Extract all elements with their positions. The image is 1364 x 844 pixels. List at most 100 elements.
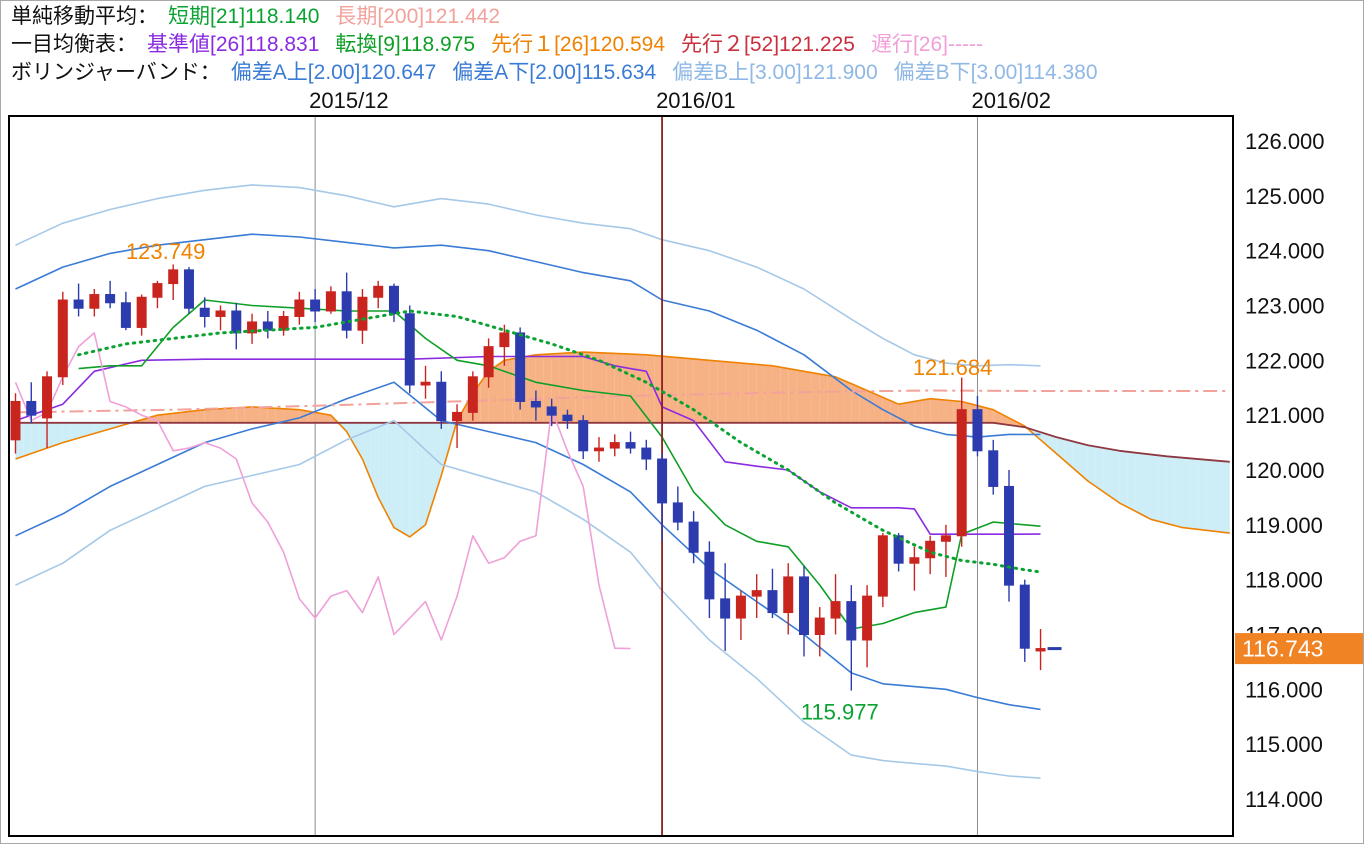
candle-body [373,285,384,298]
y-axis-label: 126.000 [1245,129,1325,154]
sma-short-line [77,309,1042,574]
ichimoku-cloud-segment [717,361,726,423]
candle-body [672,502,683,523]
ichimoku-cloud-segment [1001,413,1010,426]
ichimoku-cloud-segment [646,354,655,423]
y-axis-label: 119.000 [1245,513,1323,538]
candle-body [388,285,399,315]
ichimoku-cloud-segment [70,422,79,441]
candle-body [294,299,305,317]
legend-label-sma: 単純移動平均： [11,5,158,28]
plot-layers: 123.749 121.684 115.977 [10,117,1230,835]
ichimoku-cloud-segment [804,371,812,423]
candle-body [57,299,68,378]
candle-body [956,409,967,537]
ichimoku-cloud-segment [945,400,954,423]
candle-body [877,535,888,597]
candle-body [404,313,415,386]
ichimoku-cloud-segment [441,422,450,476]
ichimoku-cloud-segment [1079,443,1088,481]
price-annotation: 123.749 [126,239,206,264]
candle-body [515,332,526,402]
ichimoku-cloud-segment [488,365,497,423]
candle-body [231,310,242,334]
candle-body [704,551,715,600]
bollinger-devB-lower-line [15,419,1041,779]
chart-plot-area[interactable] [9,116,1233,836]
ichimoku-cloud-segment [882,397,891,423]
candle-body [26,400,37,416]
ichimoku-cloud-segment [985,407,994,423]
candle-body [278,315,289,331]
ichimoku-cloud-segment [551,353,560,423]
indicator-legend: 単純移動平均： 短期[21]118.140 長期[200]121.442 一目均衡表… [11,3,1114,87]
ichimoku-cloud-segment [1182,457,1191,529]
candle-body [988,450,999,487]
legend-item-sma-short: 短期[21]118.140 [168,5,320,28]
ichimoku-cloud-segment [346,422,355,446]
candle-body [10,400,21,441]
candle-body [530,400,541,408]
ichimoku-cloud-segment [275,408,284,423]
ichimoku-cloud-segment [827,375,836,423]
ichimoku-cloud-segment [62,422,71,443]
ichimoku-cloud-segment [244,406,253,423]
ichimoku-cloud-segment [796,369,804,423]
ichimoku-cloud-segment [1087,445,1096,487]
ichimoku-cloud-segment [867,390,875,423]
ichimoku-cloud-segment [1009,417,1017,427]
candle-body [1004,485,1015,586]
ichimoku-cloud-segment [409,422,418,537]
ichimoku-cloud-segment [236,407,245,423]
candle-body [483,346,494,378]
ichimoku-cloud-segment [1166,456,1175,526]
candle-body [830,601,841,619]
ichimoku-cloud-segment [212,408,221,423]
candle-body [562,414,573,422]
y-axis-label: 120.000 [1245,458,1325,483]
ichimoku-cloud-segment [669,356,678,423]
candle-body [720,598,731,619]
candle-body [199,307,210,317]
ichimoku-cloud-segment [835,376,844,423]
ichimoku-cloud-segment [386,422,394,528]
candle-body [42,376,53,419]
sma-long-line [15,389,1230,414]
ichimoku-cloud-segment [598,352,607,423]
legend-item-devB-lower: 偏差B下[3.00]114.380 [893,61,1098,84]
candle-body [909,557,920,564]
candle-body [152,283,163,298]
legend-row-sma: 単純移動平均： 短期[21]118.140 長期[200]121.442 [11,3,1114,31]
plot-border [8,115,1234,837]
ichimoku-cloud-segment [252,406,260,423]
y-axis-label: 114.000 [1245,787,1323,812]
ichimoku-cloud-segment [315,412,324,423]
ichimoku-cloud-segment [78,422,87,439]
lagging-span-line [14,332,631,650]
ichimoku-cloud-segment [23,422,32,457]
candle-body [467,376,478,413]
ichimoku-cloud-segment [701,359,710,423]
ichimoku-cloud-segment [196,409,205,423]
candle-body [546,406,557,416]
candle-body [247,321,258,334]
ichimoku-cloud-segment [283,408,292,423]
ichimoku-cloud-segment [1064,439,1073,468]
ichimoku-cloud-segment [480,371,489,423]
legend-item-devA-lower: 偏差A下[2.00]115.634 [452,61,657,84]
ichimoku-cloud-segment [1221,461,1230,534]
legend-item-senkou1: 先行１[26]120.594 [491,33,666,56]
ichimoku-cloud-segment [401,422,410,537]
ichimoku-cloud-segment [362,422,371,479]
candle-body [862,595,873,641]
ichimoku-cloud-segment [220,408,229,423]
candle-body [89,294,100,309]
legend-label-bollinger: ボリンジャーバンド： [11,61,221,84]
ichimoku-cloud-segment [228,407,237,423]
ichimoku-cloud-segment [788,368,797,423]
candle-body [168,269,179,285]
y-axis-label: 116.000 [1245,677,1323,702]
ichimoku-cloud-segment [559,353,568,423]
ichimoku-cloud-segment [173,412,182,423]
